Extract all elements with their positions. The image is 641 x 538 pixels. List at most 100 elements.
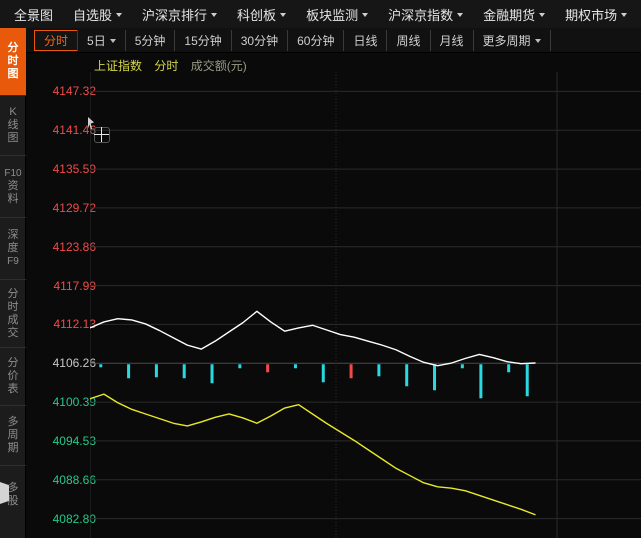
period-button-fenshi[interactable]: 分时 — [34, 29, 79, 51]
period-button-60min[interactable]: 60分钟 — [287, 29, 345, 51]
period-button-label: 15分钟 — [184, 33, 222, 48]
period-button-zhouxian[interactable]: 周线 — [386, 29, 431, 51]
period-button-label: 30分钟 — [240, 33, 279, 48]
price-axis-label: 4082.80 — [52, 511, 96, 526]
chevron-down-icon — [280, 13, 287, 17]
price-axis-label: 4088.66 — [52, 472, 96, 487]
sidebar-item-duogu[interactable]: 多 股 — [0, 466, 26, 524]
sidebar-item-label: 图 — [7, 68, 19, 80]
panel-resize-handle[interactable] — [0, 482, 9, 504]
sidebar-item-f10ziliao[interactable]: F10 资 料 — [0, 156, 26, 218]
sidebar-item-label: 图 — [7, 132, 19, 144]
price-axis-label: 4106.26 — [52, 356, 96, 371]
sidebar-item-label: 价 — [7, 370, 19, 382]
chart-plot-area[interactable] — [90, 72, 641, 538]
chart-symbol-label: 上证指数 — [94, 59, 143, 73]
sidebar-item-duozhouqi[interactable]: 多 周 期 — [0, 406, 26, 466]
period-button-label: 月线 — [439, 33, 464, 48]
chart-period-label: 分时 — [154, 59, 179, 73]
period-button-more[interactable]: 更多周期 — [472, 29, 551, 51]
period-button-label: 分时 — [44, 33, 69, 48]
menu-item-zixuangu[interactable]: 自选股 — [63, 0, 132, 28]
period-button-30min[interactable]: 30分钟 — [230, 29, 289, 51]
period-button-label: 5分钟 — [134, 33, 166, 48]
price-axis-label: 4094.53 — [52, 433, 96, 448]
chevron-down-icon — [534, 39, 541, 43]
sidebar-item-label: 股 — [7, 495, 19, 507]
menu-item-label: 沪深京排行 — [142, 7, 208, 23]
period-button-label: 日线 — [353, 33, 378, 48]
period-button-15min[interactable]: 15分钟 — [174, 29, 232, 51]
menu-item-hushenjing-paihang[interactable]: 沪深京排行 — [132, 0, 227, 28]
chevron-down-icon — [362, 13, 369, 17]
price-axis-label: 4147.32 — [52, 84, 96, 99]
chevron-down-icon — [211, 13, 218, 17]
menu-item-label: 期权市场 — [565, 7, 618, 23]
sidebar-item-fenshi-chengjiao[interactable]: 分 时 成 交 — [0, 280, 26, 348]
menu-item-label: 自选股 — [73, 7, 113, 23]
sidebar-item-label: F9 — [7, 256, 19, 267]
top-menu-bar: 全景图 自选股 沪深京排行 科创板 板块监测 沪深京指数 金融期货 期权市场 — [0, 0, 641, 29]
price-axis-label: 4135.59 — [52, 162, 96, 177]
price-axis: 4147.32 4141.46 4135.59 4129.72 4123.86 4117.… — [34, 65, 96, 535]
price-axis-label: 4123.86 — [52, 239, 96, 254]
period-button-5min[interactable]: 5分钟 — [124, 29, 176, 51]
sidebar-item-label: 时 — [7, 55, 19, 67]
sidebar-item-label: 成 — [7, 313, 19, 326]
period-button-yuexian[interactable]: 月线 — [429, 29, 474, 51]
chevron-down-icon — [539, 13, 546, 17]
left-tab-strip: 分 时 图 K 线 图 F10 资 料 深 度 F9 分 时 成 交 分 价 表 — [0, 28, 26, 538]
sidebar-item-label: 交 — [7, 326, 19, 339]
sidebar-item-label: 期 — [7, 442, 19, 454]
sidebar-item-fenjiabiao[interactable]: 分 价 表 — [0, 348, 26, 406]
period-button-label: 60分钟 — [297, 33, 335, 48]
menu-item-label: 板块监测 — [306, 7, 359, 23]
chevron-down-icon — [116, 13, 123, 17]
sidebar-item-label: 深 — [7, 229, 19, 241]
chart-indicator-label: 成交额(元) — [190, 59, 247, 73]
menu-item-quanjingtu[interactable]: 全景图 — [0, 0, 63, 28]
chevron-down-icon — [109, 39, 116, 43]
period-button-label: 5日 — [87, 33, 106, 48]
menu-item-label: 全景图 — [14, 7, 54, 23]
period-button-rixian[interactable]: 日线 — [343, 29, 388, 51]
chevron-down-icon — [457, 13, 464, 17]
menu-item-kechuangban[interactable]: 科创板 — [227, 0, 296, 28]
sidebar-item-label: 度 — [7, 242, 19, 254]
chart-svg — [90, 72, 641, 538]
sidebar-item-label: 多 — [7, 416, 19, 428]
sidebar-item-label: 分 — [7, 42, 19, 54]
sidebar-item-label: 表 — [7, 383, 19, 395]
sidebar-item-label: 分 — [7, 357, 19, 369]
menu-item-jinrong-qihuo[interactable]: 金融期货 — [473, 0, 555, 28]
menu-item-label: 金融期货 — [483, 7, 536, 23]
sidebar-item-kxiantu[interactable]: K 线 图 — [0, 96, 26, 156]
sidebar-item-fenshitu[interactable]: 分 时 图 — [0, 28, 26, 96]
menu-item-quanqiu-shichang[interactable]: 全球市 — [637, 0, 641, 28]
menu-item-label: 科创板 — [237, 7, 277, 23]
sidebar-item-label: 资 — [7, 180, 19, 192]
sidebar-item-label: 时 — [7, 300, 19, 313]
menu-item-label: 沪深京指数 — [388, 7, 454, 23]
price-axis-label: 4129.72 — [52, 200, 96, 215]
period-toolbar: 分时 5日 5分钟 15分钟 30分钟 60分钟 日线 周线 月线 更多周期 — [26, 28, 641, 53]
period-button-label: 周线 — [396, 33, 421, 48]
menu-item-hushenjing-zhishu[interactable]: 沪深京指数 — [378, 0, 473, 28]
menu-item-bankuai-jiance[interactable]: 板块监测 — [296, 0, 378, 28]
menu-item-qiquan-shichang[interactable]: 期权市场 — [555, 0, 637, 28]
sidebar-item-label: 线 — [7, 119, 19, 131]
period-button-5ri[interactable]: 5日 — [77, 29, 126, 51]
mouse-cursor-icon — [88, 117, 94, 129]
price-axis-label: 4117.99 — [53, 278, 97, 293]
sidebar-item-shendu-f9[interactable]: 深 度 F9 — [0, 218, 26, 280]
price-axis-label: 4141.46 — [52, 123, 96, 138]
sidebar-item-label: 分 — [7, 287, 19, 300]
sidebar-item-label: 多 — [7, 482, 19, 494]
sidebar-item-label: F10 — [4, 168, 22, 179]
price-axis-label: 4112.13 — [53, 317, 97, 332]
chart-panel[interactable]: 上证指数 分时 成交额(元) 4147.32 4141.46 4135.59 4129… — [26, 53, 641, 538]
sidebar-item-label: 料 — [7, 193, 19, 205]
price-axis-label: 4100.39 — [52, 395, 96, 410]
chart-header: 上证指数 分时 成交额(元) — [94, 57, 256, 74]
